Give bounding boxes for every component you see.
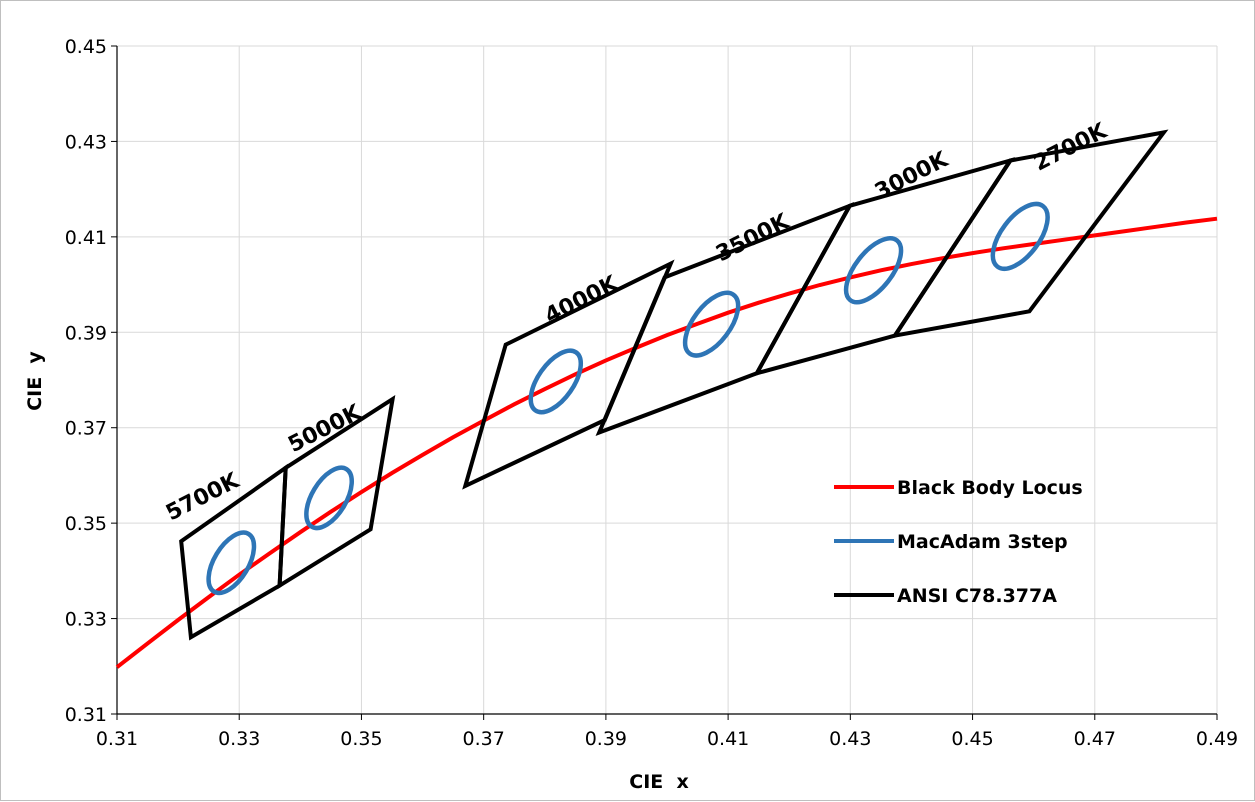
macadam-ellipse-3000k <box>843 236 904 305</box>
bin-label-4000k: 4000K <box>541 271 623 329</box>
y-axis-title: CIE y <box>24 351 46 411</box>
y-tick-label: 0.35 <box>65 513 107 535</box>
y-tick-label: 0.31 <box>65 704 107 726</box>
y-tick-label: 0.45 <box>65 36 107 58</box>
black-body-locus-series <box>115 216 1218 669</box>
x-tick-label: 0.33 <box>218 728 260 750</box>
y-tick-label: 0.33 <box>65 609 107 631</box>
black-body-locus-line <box>115 216 1218 669</box>
y-tick-label: 0.43 <box>65 131 107 153</box>
x-tick-label: 0.35 <box>340 728 382 750</box>
macadam-ellipse-5000k <box>304 465 354 531</box>
y-tick-labels: 0.31 0.33 0.35 0.37 0.39 0.41 0.43 0.45 <box>65 36 107 726</box>
x-tick-label: 0.41 <box>707 728 749 750</box>
legend: Black Body Locus MacAdam 3step ANSI C78.37… <box>834 477 1083 607</box>
ansi-quadrangles-series <box>179 129 1169 641</box>
macadam-ellipse-4000k <box>528 348 584 415</box>
macadam-ellipses-series <box>206 201 1050 596</box>
grid-lines <box>111 45 1218 720</box>
y-tick-label: 0.37 <box>65 418 107 440</box>
bin-label-5000k: 5000K <box>284 400 366 458</box>
legend-label: Black Body Locus <box>897 477 1083 499</box>
x-tick-label: 0.47 <box>1074 728 1116 750</box>
macadam-ellipse-5700k <box>206 530 257 596</box>
ansi-quadrangle-2700k <box>890 129 1169 339</box>
x-tick-label: 0.49 <box>1196 728 1238 750</box>
legend-label: ANSI C78.377A <box>897 585 1057 607</box>
axes <box>116 46 1217 715</box>
bin-label-3500k: 3500K <box>712 209 794 267</box>
y-tick-label: 0.41 <box>65 227 107 249</box>
macadam-ellipse-3500k <box>682 290 741 358</box>
legend-label: MacAdam 3step <box>897 531 1068 553</box>
x-tick-labels: 0.31 0.33 0.35 0.37 0.39 0.41 0.43 0.45 0.47 0.49 <box>96 728 1238 750</box>
x-axis-title: CIE x <box>629 771 688 793</box>
x-tick-label: 0.37 <box>463 728 505 750</box>
x-tick-label: 0.31 <box>96 728 138 750</box>
bin-label-2700k: 2700K <box>1030 118 1112 176</box>
bin-label-5700k: 5700K <box>162 468 244 526</box>
bin-label-3000k: 3000K <box>871 147 953 205</box>
macadam-ellipse-2700k <box>990 201 1050 271</box>
y-tick-label: 0.39 <box>65 322 107 344</box>
x-tick-label: 0.39 <box>585 728 627 750</box>
ansi-quadrangle-5000k <box>277 394 396 590</box>
x-tick-label: 0.45 <box>951 728 993 750</box>
x-tick-label: 0.43 <box>829 728 871 750</box>
